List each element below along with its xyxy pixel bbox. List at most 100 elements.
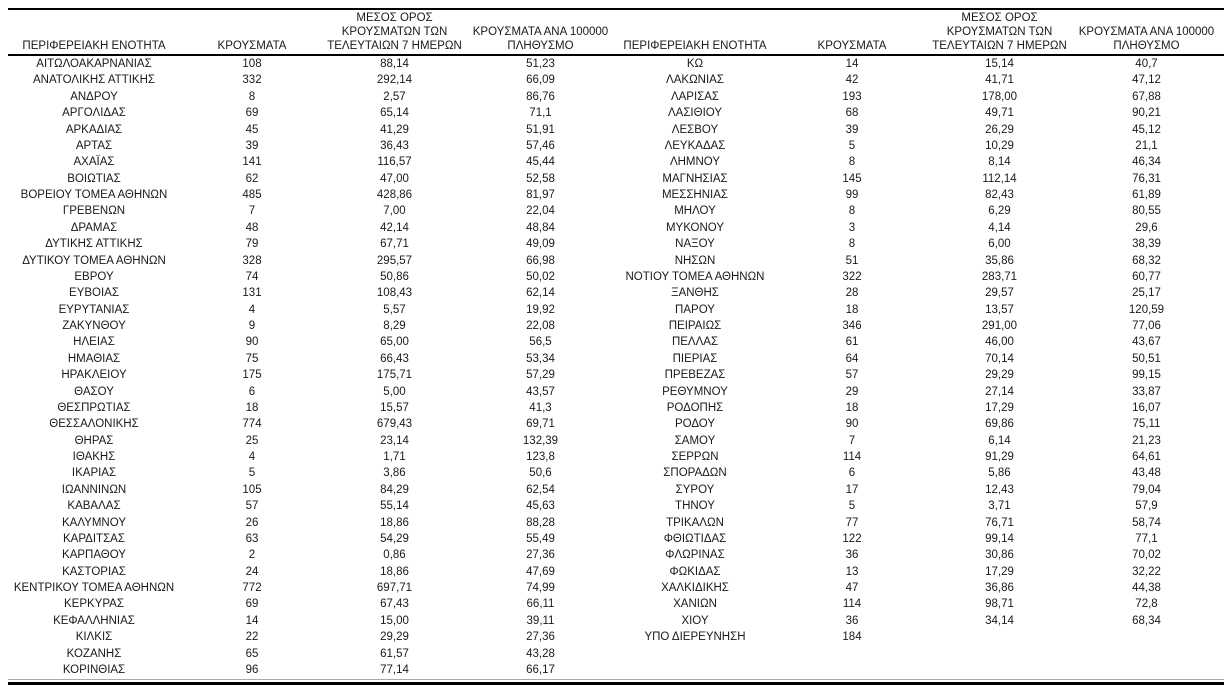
cell-cases: 145 — [842, 172, 862, 185]
cell-cases: 18 — [845, 303, 859, 316]
cell-region: ΙΘΑΚΗΣ — [72, 451, 116, 463]
cell-avg7: 15,14 — [985, 58, 1014, 70]
cell-per100k: 75,11 — [1132, 418, 1161, 431]
cell-avg7: 0,86 — [383, 549, 406, 562]
cell-region: ΚΑΛΥΜΝΟΥ — [62, 516, 126, 529]
cell-cases: 114 — [842, 598, 862, 611]
bottom-rule-thin — [8, 679, 1224, 682]
table-row: ΧΑΝΙΩΝ 114 98,71 72,8 — [616, 596, 1224, 612]
cell-region: ΞΑΝΘΗΣ — [671, 287, 719, 300]
cell-cases: 5 — [848, 500, 856, 513]
cell-region: ΝΟΤΙΟΥ ΤΟΜΕΑ ΑΘΗΝΩΝ — [625, 270, 765, 283]
table-row: ΚΑΡΔΙΤΣΑΣ 63 54,29 55,49 — [8, 531, 616, 547]
table-row: ΣΥΡΟΥ 17 12,43 79,04 — [616, 482, 1224, 498]
cell-region: ΛΑΡΙΣΑΣ — [670, 90, 720, 103]
table-row: ΖΑΚΥΝΘΟΥ 9 8,29 22,08 — [8, 318, 616, 334]
cell-per100k: 99,15 — [1132, 369, 1161, 382]
cell-cases: 14 — [845, 58, 859, 70]
cell-avg7: 91,29 — [985, 451, 1014, 463]
cell-avg7: 175,71 — [376, 369, 413, 382]
table-row: ΚΑΡΠΑΘΟΥ 2 0,86 27,36 — [8, 547, 616, 563]
cell-cases: 26 — [245, 516, 259, 529]
table-row: ΒΟΡΕΙΟΥ ΤΟΜΕΑ ΑΘΗΝΩΝ 485 428,86 81,97 — [8, 187, 616, 203]
table-row: ΝΗΣΩΝ 51 35,86 68,32 — [616, 253, 1224, 269]
cell-region: ΥΠΟ ΔΙΕΡΕΥΝΗΣΗ — [644, 631, 746, 644]
cell-per100k: 50,02 — [526, 270, 555, 283]
cell-region: ΕΥΡΥΤΑΝΙΑΣ — [58, 303, 130, 316]
cell-avg7: 17,29 — [985, 565, 1014, 578]
cell-avg7: 697,71 — [376, 582, 413, 594]
cell-cases: 62 — [245, 172, 259, 185]
cell-region: ΠΕΙΡΑΙΩΣ — [668, 320, 722, 332]
cell-cases: 346 — [842, 320, 862, 332]
cell-per100k: 53,34 — [526, 352, 555, 365]
cell-region: ΛΗΜΝΟΥ — [669, 156, 721, 169]
cell-avg7: 69,86 — [985, 418, 1014, 431]
cell-region: ΑΝΔΡΟΥ — [70, 90, 118, 103]
cell-per100k: 45,12 — [1132, 123, 1161, 136]
cell-avg7: 283,71 — [981, 270, 1018, 283]
cell-avg7: 116,57 — [377, 156, 412, 169]
cell-region: ΔΡΑΜΑΣ — [70, 221, 118, 234]
cell-cases: 25 — [245, 434, 259, 447]
table-row: ΙΚΑΡΙΑΣ 5 3,86 50,6 — [8, 465, 616, 481]
cell-region: ΘΕΣΣΑΛΟΝΙΚΗΣ — [49, 418, 139, 431]
table-row: ΛΕΥΚΑΔΑΣ 5 10,29 21,1 — [616, 138, 1224, 154]
cell-cases: 772 — [242, 582, 262, 594]
cell-avg7: 18,86 — [380, 516, 409, 529]
cell-cases: 5 — [248, 467, 256, 480]
cell-per100k: 47,69 — [526, 565, 555, 578]
col-header-per100k-right-line1: ΚΡΟΥΣΜΑΤΑ ΑΝΑ 100000 — [1078, 26, 1215, 38]
cell-per100k: 72,8 — [1135, 598, 1158, 611]
table-row: ΗΡΑΚΛΕΙΟΥ 175 175,71 57,29 — [8, 367, 616, 383]
table-row: ΚΕΝΤΡΙΚΟΥ ΤΟΜΕΑ ΑΘΗΝΩΝ 772 697,71 74,99 — [8, 580, 616, 596]
cell-region: ΗΜΑΘΙΑΣ — [67, 352, 121, 365]
cell-avg7: 291,00 — [981, 320, 1018, 332]
table-row: ΠΙΕΡΙΑΣ 64 70,14 50,51 — [616, 351, 1224, 367]
cell-per100k: 60,77 — [1132, 270, 1161, 283]
cell-region: ΡΟΔΟΥ — [674, 418, 716, 431]
cell-avg7: 12,43 — [985, 483, 1014, 496]
cell-per100k: 16,07 — [1132, 401, 1161, 414]
cell-region: ΚΑΡΠΑΘΟΥ — [62, 549, 126, 562]
cell-region: ΔΥΤΙΚΟΥ ΤΟΜΕΑ ΑΘΗΝΩΝ — [22, 254, 166, 267]
table-row: ΘΗΡΑΣ 25 23,14 132,39 — [8, 433, 616, 449]
cell-per100k: 67,88 — [1132, 90, 1161, 103]
cell-per100k: 66,09 — [526, 74, 555, 87]
cell-avg7: 3,71 — [988, 500, 1011, 513]
cell-avg7: 5,57 — [383, 303, 406, 316]
cell-per100k: 88,28 — [526, 516, 555, 529]
cell-per100k: 61,89 — [1132, 189, 1161, 201]
cell-avg7: 36,86 — [985, 582, 1014, 594]
cell-per100k: 41,3 — [529, 401, 552, 414]
cell-per100k: 51,91 — [526, 123, 555, 136]
cell-cases: 7 — [848, 434, 856, 447]
cell-avg7: 84,29 — [380, 483, 409, 496]
cell-per100k: 48,84 — [526, 221, 555, 234]
regional-cases-table: ΠΕΡΙΦΕΡΕΙΑΚΗ ΕΝΟΤΗΤΑ ΚΡΟΥΣΜΑΤΑ ΜΕΣΟΣ ΟΡΟ… — [8, 8, 1224, 679]
cell-avg7: 3,86 — [383, 467, 406, 480]
cell-per100k: 57,46 — [526, 139, 555, 152]
cell-cases: 45 — [245, 123, 259, 136]
table-row: ΦΩΚΙΔΑΣ 13 17,29 32,22 — [616, 564, 1224, 580]
cell-region: ΤΗΝΟΥ — [675, 500, 715, 513]
cell-avg7: 1,71 — [383, 451, 406, 463]
cell-cases: 36 — [845, 614, 859, 627]
cell-region: ΛΕΣΒΟΥ — [671, 123, 719, 136]
cell-region: ΣΕΡΡΩΝ — [671, 451, 719, 463]
cell-per100k: 45,63 — [526, 500, 555, 513]
table-header-left: ΠΕΡΙΦΕΡΕΙΑΚΗ ΕΝΟΤΗΤΑ ΚΡΟΥΣΜΑΤΑ ΜΕΣΟΣ ΟΡΟ… — [8, 10, 616, 54]
cell-avg7: 36,43 — [380, 139, 409, 152]
col-header-avg7-right-line1: ΜΕΣΟΣ ΟΡΟΣ — [961, 12, 1038, 24]
cell-per100k: 66,17 — [526, 663, 555, 676]
cell-cases: 99 — [845, 189, 859, 201]
cell-cases: 17 — [845, 483, 859, 496]
cell-avg7: 47,00 — [380, 172, 409, 185]
cell-cases: 51 — [845, 254, 859, 267]
col-header-avg7-right: ΜΕΣΟΣ ΟΡΟΣ ΚΡΟΥΣΜΑΤΩΝ ΤΩΝ ΤΕΛΕΥΤΑΙΩΝ 7 Η… — [930, 10, 1069, 54]
table-row: ΘΕΣΣΑΛΟΝΙΚΗΣ 774 679,43 69,71 — [8, 416, 616, 432]
cell-cases: 6 — [848, 467, 856, 480]
table-row: ΕΒΡΟΥ 74 50,86 50,02 — [8, 269, 616, 285]
cell-cases: 74 — [245, 270, 259, 283]
